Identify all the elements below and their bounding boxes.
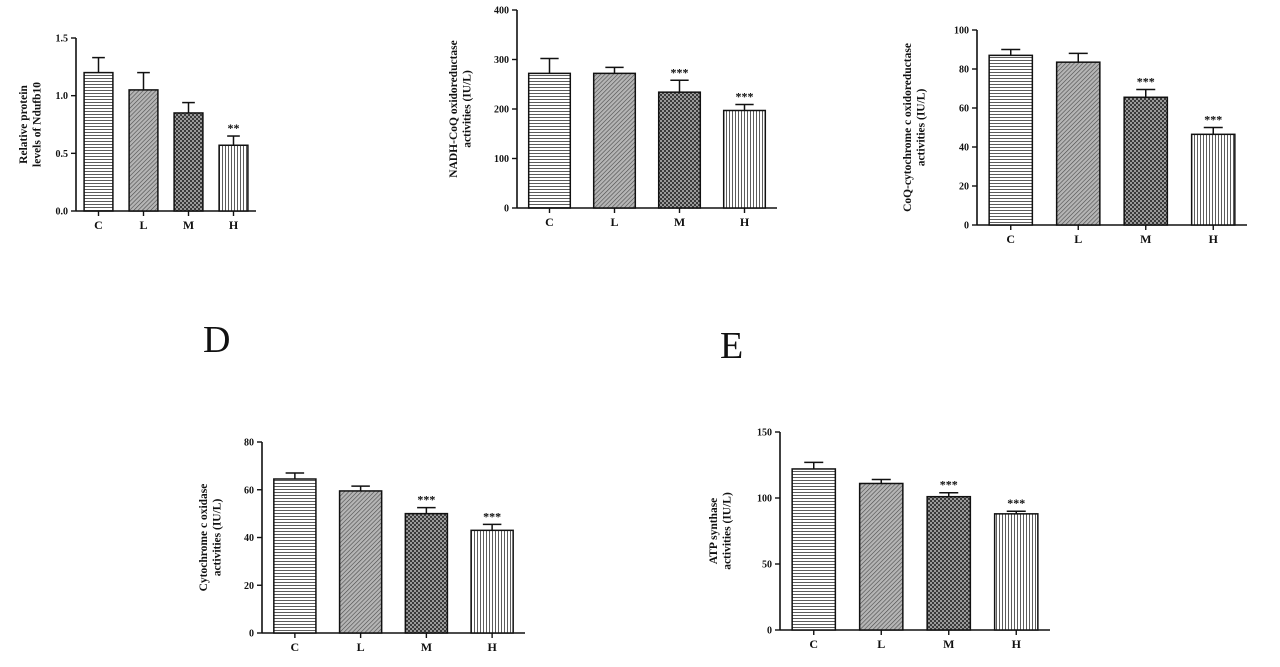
y-axis-label: Cytochrome c oxidase activities (IU/L) — [198, 484, 224, 592]
bar-H — [1190, 133, 1236, 226]
bar-L — [592, 72, 637, 209]
y-tick-label: 20 — [959, 182, 969, 193]
x-tick-label: M — [1140, 232, 1151, 246]
y-tick-label: 300 — [494, 55, 509, 66]
x-tick-label: M — [421, 640, 432, 654]
x-tick-label: M — [183, 218, 194, 232]
significance-label: *** — [940, 478, 958, 492]
y-tick-label: 100 — [954, 26, 969, 37]
bar-H — [722, 109, 767, 209]
x-tick-label: H — [1209, 232, 1219, 246]
chart-panel-4: 0 20 40 60 80 C L *** M *** H Cytochrome c oxidase a… — [198, 438, 525, 654]
x-tick-label: L — [139, 218, 147, 232]
y-tick-label: 0 — [767, 626, 772, 637]
y-tick-label: 20 — [244, 581, 254, 592]
y-tick-label: 150 — [757, 428, 772, 439]
bar-L — [1055, 61, 1101, 226]
y-tick-label: 0 — [249, 629, 254, 640]
y-tick-label: 200 — [494, 105, 509, 116]
y-tick-label: 1.5 — [56, 34, 69, 45]
x-tick-label: H — [740, 215, 750, 229]
significance-label: *** — [1007, 496, 1025, 510]
y-tick-label: 0.5 — [56, 149, 69, 160]
bar-C — [527, 72, 572, 209]
x-tick-label: H — [1012, 637, 1022, 651]
bar-C — [988, 54, 1034, 226]
significance-label: *** — [1204, 113, 1222, 127]
bar-L — [128, 89, 159, 212]
y-tick-label: 80 — [959, 65, 969, 76]
y-axis-label: Relative protein levels of Ndufb10 — [18, 82, 44, 167]
chart-panel-1: 0.0 0.5 1.0 1.5 C L M ** H Relative protein levels… — [18, 34, 256, 232]
x-tick-label: C — [1006, 232, 1015, 246]
significance-label: *** — [736, 90, 754, 104]
bar-M — [173, 112, 204, 212]
bar-H — [993, 513, 1039, 631]
x-tick-label: M — [674, 215, 685, 229]
x-tick-label: C — [291, 640, 300, 654]
x-tick-label: H — [229, 218, 239, 232]
y-tick-label: 400 — [494, 6, 509, 17]
significance-label: *** — [483, 509, 501, 523]
y-tick-label: 60 — [959, 104, 969, 115]
y-tick-label: 60 — [244, 485, 254, 496]
significance-label: *** — [417, 493, 435, 507]
y-tick-label: 1.0 — [56, 91, 69, 102]
y-tick-label: 80 — [244, 438, 254, 449]
x-tick-label: L — [877, 637, 885, 651]
bar-L — [858, 482, 904, 631]
bar-M — [926, 495, 972, 631]
bar-L — [338, 490, 383, 634]
bar-M — [1123, 96, 1169, 226]
chart-panel-3: 0 20 40 60 80 100 C L *** M *** H CoQ-cytochrome c o… — [902, 26, 1247, 246]
x-tick-label: C — [545, 215, 554, 229]
significance-label: *** — [671, 65, 689, 79]
bar-H — [470, 529, 514, 634]
y-tick-label: 40 — [244, 533, 254, 544]
significance-label: ** — [228, 121, 240, 135]
y-axis-label: NADH-CoQ oxidoreductase activities (IU/L) — [448, 40, 474, 177]
significance-label: *** — [1137, 74, 1155, 88]
chart-panel-2: 0 100 200 300 400 C L *** M *** H NADH-CoQ oxidored… — [448, 6, 777, 229]
y-tick-label: 100 — [494, 154, 509, 165]
bar-M — [657, 91, 702, 209]
y-tick-label: 50 — [762, 560, 772, 571]
y-tick-label: 0 — [964, 221, 969, 232]
y-axis-label: CoQ-cytochrome c oxidoreductase activitie… — [902, 43, 928, 212]
panel-letter-d: D — [203, 319, 231, 361]
y-tick-label: 0.0 — [56, 207, 69, 218]
bar-H — [218, 144, 249, 212]
y-tick-label: 100 — [757, 494, 772, 505]
y-tick-label: 40 — [959, 143, 969, 154]
x-tick-label: C — [94, 218, 103, 232]
x-tick-label: L — [610, 215, 618, 229]
bar-C — [83, 71, 114, 212]
bar-M — [404, 512, 449, 634]
panel-letter-e: E — [720, 325, 744, 367]
y-tick-label: 0 — [504, 204, 509, 215]
x-tick-label: C — [809, 637, 818, 651]
bar-C — [791, 468, 837, 631]
x-tick-label: L — [357, 640, 365, 654]
x-tick-label: M — [943, 637, 954, 651]
y-axis-label: ATP synthase activities (IU/L) — [708, 492, 734, 570]
bar-C — [273, 478, 317, 634]
x-tick-label: H — [487, 640, 497, 654]
x-tick-label: L — [1074, 232, 1082, 246]
chart-panel-5: 0 50 100 150 C L *** M *** H ATP synthase activitie… — [708, 428, 1050, 651]
